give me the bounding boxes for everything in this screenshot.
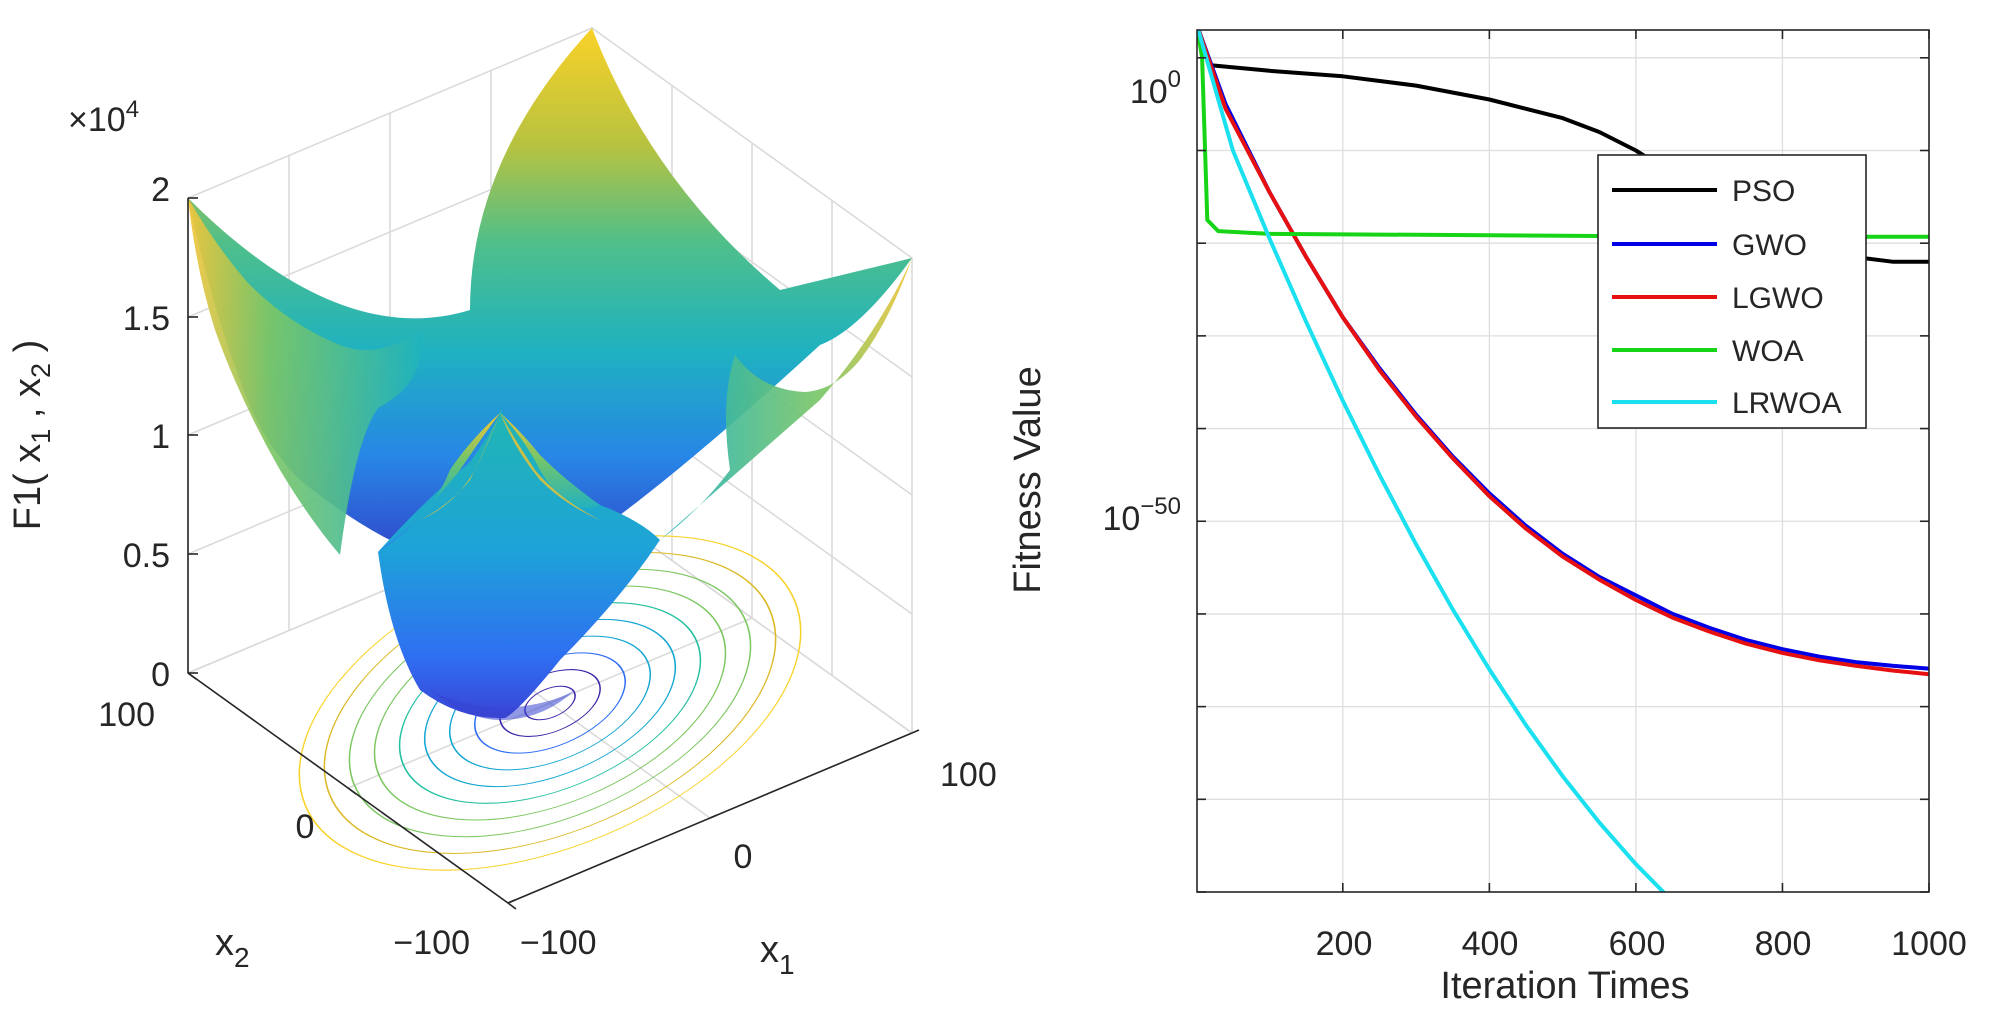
z-tick-label: 1.5 (123, 300, 170, 338)
y-tick-marks (1197, 57, 1929, 893)
convergence-plot: 200 400 600 800 1000 100 10−50 Iteration… (1007, 29, 1967, 1007)
legend: PSO GWO LGWO WOA LRWOA (1597, 154, 1867, 429)
x1-axis-label: x1 (760, 929, 795, 980)
z-multiplier: ×104 (68, 96, 139, 139)
x-axis-label: Iteration Times (1440, 965, 1689, 1007)
legend-label-gwo: GWO (1732, 229, 1807, 262)
legend-label-lrwoa: LRWOA (1732, 387, 1841, 420)
x1-tick-label: 0 (734, 838, 753, 876)
legend-label-lgwo: LGWO (1732, 282, 1824, 315)
legend-box (1597, 154, 1867, 429)
y-tick-label: 10−50 (1102, 493, 1181, 538)
x-tick-label: 600 (1609, 925, 1666, 963)
x-tick-label: 1000 (1891, 925, 1967, 963)
axis-tick-marks (187, 197, 920, 910)
x1-tick-label: −100 (520, 924, 597, 962)
x2-tick-label: 100 (98, 696, 155, 734)
surface-right-lobe (660, 258, 912, 540)
series-line-lgwo (1197, 30, 1929, 677)
surface-left-lobe (188, 198, 422, 555)
z-axis-label: F1( x1 , x2 ) (7, 340, 56, 531)
series-line-lrwoa (1197, 30, 1667, 892)
surface-plot: 0 0.5 1 1.5 2 ×104 F1( x1 , x2 ) 100 0 −… (7, 26, 997, 980)
legend-label-pso: PSO (1732, 175, 1795, 208)
plot-frame (1196, 29, 1930, 893)
paraboloid-surface (188, 28, 912, 721)
x-tick-label: 200 (1316, 925, 1373, 963)
z-tick-label: 2 (151, 171, 170, 209)
surface-front-peak (378, 413, 600, 552)
legend-label-woa: WOA (1732, 335, 1804, 368)
x2-tick-label: −100 (393, 924, 470, 962)
x2-axis-label: x2 (215, 922, 250, 973)
x2-tick-label: 0 (296, 808, 315, 846)
y-axis-label: Fitness Value (1007, 366, 1049, 593)
surface-bowl-bottom (430, 690, 575, 721)
x-tick-marks (1342, 30, 1930, 892)
z-tick-label: 0.5 (123, 537, 170, 575)
surface-bowl (378, 410, 660, 719)
z-tick-label: 0 (151, 656, 170, 694)
x-tick-label: 400 (1462, 925, 1519, 963)
y-tick-label: 100 (1130, 66, 1181, 111)
z-tick-label: 1 (151, 418, 170, 456)
x-tick-label: 800 (1755, 925, 1812, 963)
x1-tick-label: 100 (940, 756, 997, 794)
surface-back-sheet (188, 28, 912, 565)
